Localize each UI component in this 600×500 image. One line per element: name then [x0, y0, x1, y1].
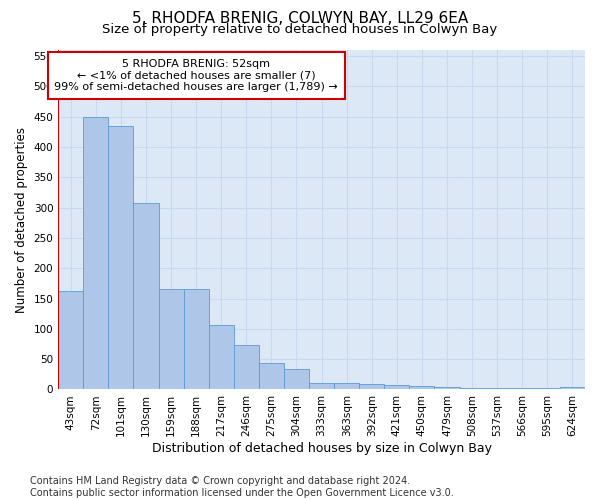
Bar: [359, 384, 385, 390]
Bar: [485, 388, 510, 390]
Bar: [510, 388, 535, 390]
X-axis label: Distribution of detached houses by size in Colwyn Bay: Distribution of detached houses by size …: [152, 442, 491, 455]
Text: 5 RHODFA BRENIG: 52sqm
← <1% of detached houses are smaller (7)
99% of semi-deta: 5 RHODFA BRENIG: 52sqm ← <1% of detached…: [54, 59, 338, 92]
Bar: [334, 384, 359, 390]
Text: 5, RHODFA BRENIG, COLWYN BAY, LL29 6EA: 5, RHODFA BRENIG, COLWYN BAY, LL29 6EA: [132, 11, 468, 26]
Bar: [535, 388, 560, 390]
Bar: [184, 290, 209, 390]
Bar: [434, 387, 460, 390]
Bar: [560, 387, 585, 390]
Text: Contains HM Land Registry data © Crown copyright and database right 2024.
Contai: Contains HM Land Registry data © Crown c…: [30, 476, 454, 498]
Bar: [58, 292, 83, 390]
Bar: [133, 203, 158, 390]
Bar: [109, 126, 133, 390]
Bar: [409, 386, 434, 390]
Bar: [284, 370, 309, 390]
Bar: [83, 116, 109, 390]
Y-axis label: Number of detached properties: Number of detached properties: [15, 126, 28, 312]
Bar: [234, 344, 259, 390]
Bar: [385, 385, 409, 390]
Bar: [259, 364, 284, 390]
Bar: [309, 383, 334, 390]
Bar: [158, 290, 184, 390]
Bar: [460, 388, 485, 390]
Text: Size of property relative to detached houses in Colwyn Bay: Size of property relative to detached ho…: [103, 24, 497, 36]
Bar: [209, 324, 234, 390]
